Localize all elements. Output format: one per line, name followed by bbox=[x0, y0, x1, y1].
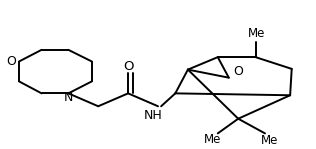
Text: N: N bbox=[64, 91, 73, 104]
Text: O: O bbox=[6, 55, 16, 68]
Text: O: O bbox=[123, 60, 133, 73]
Text: Me: Me bbox=[247, 27, 265, 40]
Text: NH: NH bbox=[144, 109, 163, 122]
Text: Me: Me bbox=[204, 134, 222, 146]
Text: Me: Me bbox=[261, 134, 278, 147]
Text: O: O bbox=[233, 65, 243, 78]
